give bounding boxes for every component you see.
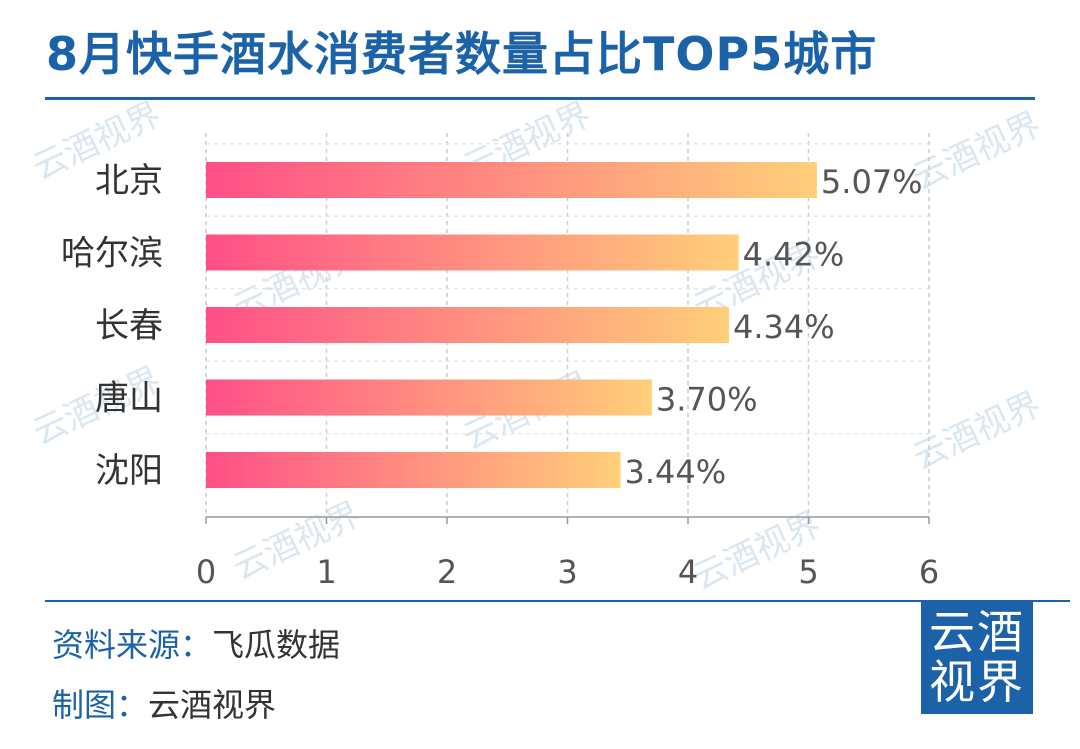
title-divider: [45, 97, 1035, 100]
x-tick-label: 6: [919, 553, 939, 591]
watermark-text: 云酒视界: [227, 494, 367, 588]
value-label: 3.44%: [625, 453, 727, 491]
logo-line-1: 云酒: [929, 605, 1025, 659]
bar: [206, 162, 817, 198]
bar: [206, 307, 729, 343]
x-tick-label: 2: [437, 553, 457, 591]
x-tick-label: 0: [196, 553, 216, 591]
source-line: 资料来源：飞瓜数据: [52, 620, 340, 666]
maker-label: 制图：: [52, 686, 149, 724]
chart-title: 8月快手酒水消费者数量占比TOP5城市: [46, 27, 878, 81]
watermark-text: 云酒视界: [907, 104, 1047, 198]
brand-logo: 云酒 视界: [921, 600, 1033, 714]
x-tick-label: 3: [557, 553, 577, 591]
x-tick-label: 4: [678, 553, 698, 591]
x-tick-label: 1: [316, 553, 336, 591]
bar: [206, 379, 652, 416]
x-tick-label: 5: [798, 553, 818, 591]
category-label: 唐山: [95, 379, 163, 419]
footer-divider: [45, 600, 1070, 602]
logo-line-2: 视界: [929, 655, 1025, 709]
watermark-text: 云酒视界: [907, 384, 1047, 478]
source-label: 资料来源：: [52, 626, 213, 664]
bar: [206, 452, 621, 488]
maker-value: 云酒视界: [148, 686, 277, 724]
value-label: 4.42%: [743, 236, 845, 274]
value-label: 3.70%: [656, 381, 758, 419]
bar: [206, 234, 739, 271]
category-label: 哈尔滨: [61, 234, 163, 274]
maker-line: 制图：云酒视界: [52, 680, 276, 726]
category-label: 长春: [95, 306, 163, 346]
category-label: 北京: [95, 161, 163, 201]
value-label: 5.07%: [821, 163, 923, 201]
source-value: 飞瓜数据: [212, 626, 341, 664]
category-label: 沈阳: [95, 451, 163, 491]
bar-chart: 云酒视界云酒视界云酒视界云酒视界云酒视界云酒视界云酒视界云酒视界云酒视界云酒视界…: [27, 94, 1047, 598]
value-label: 4.34%: [733, 308, 835, 346]
